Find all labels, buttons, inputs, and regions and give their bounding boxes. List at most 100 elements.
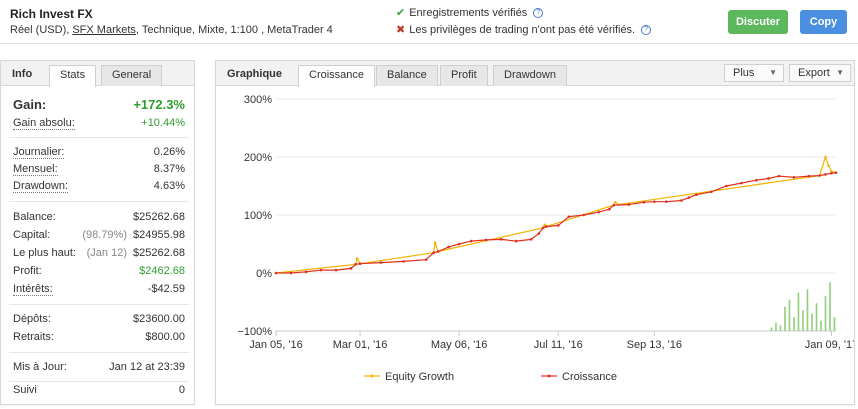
chart-tabbar: Graphique Croissance Balance Profit Draw… <box>216 61 854 87</box>
growth-point <box>541 226 545 230</box>
growth-point <box>484 238 488 242</box>
help-icon[interactable]: ? <box>641 25 652 36</box>
growth-point <box>818 174 821 177</box>
growth-point <box>582 213 586 217</box>
more-dropdown[interactable]: Plus ▼ <box>724 64 784 82</box>
growth-point <box>777 174 781 178</box>
tab-profit[interactable]: Profit <box>440 65 488 86</box>
chart-section-label: Graphique <box>227 68 283 80</box>
growth-point <box>402 260 405 263</box>
abs-gain-row: Gain absolu: +10.44% <box>13 117 185 133</box>
account-title: Rich Invest FX <box>10 7 93 21</box>
growth-point <box>740 181 743 185</box>
volume-bar <box>829 282 831 331</box>
tab-drawdown[interactable]: Drawdown <box>493 65 567 86</box>
checkmark-icon: ✔ <box>396 7 406 19</box>
growth-point <box>695 193 698 196</box>
volume-bar <box>833 317 836 331</box>
growth-point <box>792 176 796 179</box>
highest-value: $25262.68 <box>133 247 185 259</box>
drawdown-row: Drawdown: 4.63% <box>13 180 185 196</box>
growth-chart[interactable]: 300% 200% 100% 0% −100%Jan 05, '16 Mar 01, '1… <box>216 87 854 405</box>
growth-point <box>358 262 362 266</box>
chart-panel: Graphique Croissance Balance Profit Draw… <box>215 60 855 405</box>
growth-point <box>544 225 548 228</box>
x-tick-label: Sep 13, '16 <box>627 339 682 351</box>
growth-point <box>710 190 713 194</box>
discuss-button[interactable]: Discuter <box>728 10 788 34</box>
equity-point <box>614 200 617 204</box>
divider <box>9 352 189 353</box>
growth-point <box>834 171 838 174</box>
growth-point <box>319 268 323 272</box>
equity-point <box>543 223 547 227</box>
help-icon[interactable]: ? <box>533 8 544 19</box>
account-type-text: Réel (USD), <box>10 24 73 36</box>
tab-stats[interactable]: Stats <box>49 65 97 87</box>
abs-gain-label[interactable]: Gain absolu: <box>13 117 75 130</box>
equity-value: $24955.98 <box>133 229 185 241</box>
growth-series-line <box>276 172 837 274</box>
divider <box>9 201 189 202</box>
monthly-label[interactable]: Mensuel: <box>13 163 58 176</box>
x-tick-label: Mar 01, '16 <box>333 339 388 351</box>
cross-icon: ✖ <box>396 24 406 36</box>
volume-bar <box>806 289 809 331</box>
trading-privileges-notice: ✖ Les privilèges de trading n'ont pas été… <box>396 23 652 36</box>
growth-point <box>597 210 601 214</box>
monthly-row: Mensuel: 8.37% <box>13 163 185 179</box>
export-dropdown[interactable]: Export ▼ <box>789 64 851 82</box>
account-subtitle: Réel (USD), SFX Markets, Technique, Mixt… <box>10 24 333 36</box>
growth-point <box>457 242 461 246</box>
updated-row: Mis à Jour: Jan 12 at 23:39 <box>13 361 185 377</box>
tab-general[interactable]: General <box>101 65 163 86</box>
growth-point <box>432 251 435 254</box>
monthly-value: 8.37% <box>153 163 185 175</box>
legend-label: Croissance <box>562 371 617 383</box>
growth-point <box>725 184 728 188</box>
daily-label[interactable]: Journalier: <box>13 146 65 159</box>
growth-point <box>807 174 811 178</box>
equity-point <box>355 257 359 260</box>
growth-point <box>830 171 833 175</box>
copy-button[interactable]: Copy <box>800 10 847 34</box>
volume-bar <box>824 296 827 331</box>
highest-note: (Jan 12) <box>86 247 127 259</box>
stats-tabbar: Info Stats General <box>1 61 194 87</box>
verified-records-text: Enregistrements vérifiés <box>409 7 528 19</box>
growth-point <box>567 215 571 219</box>
volume-bar <box>820 320 822 331</box>
volume-bar <box>779 325 782 331</box>
volume-bar <box>815 303 818 331</box>
abs-gain-value: +10.44% <box>141 117 185 129</box>
volume-bar <box>788 299 791 331</box>
drawdown-value: 4.63% <box>153 180 185 192</box>
balance-value: $25262.68 <box>133 211 185 223</box>
stats-panel: Info Stats General Gain: +172.3% Gain ab… <box>0 60 195 405</box>
growth-point <box>755 178 758 182</box>
broker-link[interactable]: SFX Markets <box>72 24 136 36</box>
gain-value: +172.3% <box>133 97 185 112</box>
drawdown-label[interactable]: Drawdown: <box>13 180 69 193</box>
tab-growth[interactable]: Croissance <box>298 65 376 87</box>
growth-point <box>289 271 293 275</box>
y-tick-label: 0% <box>256 268 272 280</box>
tab-info[interactable]: Info <box>12 68 33 80</box>
equity-point <box>824 155 827 159</box>
export-dropdown-label: Export <box>798 67 830 79</box>
tab-balance[interactable]: Balance <box>376 65 438 86</box>
highest-row: Le plus haut: (Jan 12) $25262.68 <box>13 247 185 263</box>
gain-row: Gain: +172.3% <box>13 97 185 113</box>
growth-point <box>537 232 541 235</box>
growth-point <box>767 177 770 180</box>
y-tick-label: 300% <box>244 94 272 106</box>
divider <box>9 137 189 138</box>
updated-label: Mis à Jour: <box>13 361 67 373</box>
equity-label: Capital: <box>13 229 51 241</box>
growth-point <box>304 270 308 274</box>
interest-label[interactable]: Intérêts: <box>13 283 53 296</box>
withdrawals-value: $800.00 <box>145 331 185 343</box>
growth-point <box>274 271 278 275</box>
divider <box>9 381 189 382</box>
profit-value: $2462.68 <box>139 265 185 277</box>
